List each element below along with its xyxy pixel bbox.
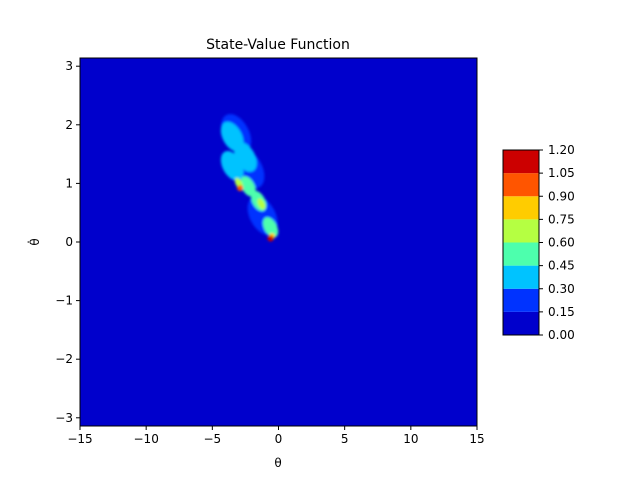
colorbar-segment xyxy=(503,219,539,243)
x-tick-label: −10 xyxy=(134,432,159,446)
x-axis: −15 −10 −5 0 5 10 15 xyxy=(67,426,485,446)
contour-region xyxy=(262,217,279,238)
x-tick-label: 0 xyxy=(275,432,283,446)
colorbar-tick-label: 0.15 xyxy=(548,305,575,319)
colorbar-tick-label: 1.20 xyxy=(548,143,575,157)
y-tick-label: 3 xyxy=(65,59,73,73)
colorbar: 0.00 0.15 0.30 0.45 0.60 0.75 0.90 1.05 1.20 xyxy=(502,143,575,342)
contour-region xyxy=(267,235,274,242)
x-tick-label: 5 xyxy=(341,432,349,446)
y-axis-label: θ̇ xyxy=(27,238,42,245)
x-axis-label: θ xyxy=(274,456,281,470)
colorbar-tick-label: 0.60 xyxy=(548,236,575,250)
x-tick-label: 10 xyxy=(403,432,418,446)
colorbar-segment xyxy=(503,150,539,174)
x-tick-label: 15 xyxy=(469,432,484,446)
contour-regions xyxy=(220,114,279,242)
plot-area xyxy=(79,57,478,427)
colorbar-segment xyxy=(503,265,539,289)
colorbar-tick-label: 0.30 xyxy=(548,282,575,296)
contour-region xyxy=(220,121,244,152)
colorbar-segment xyxy=(503,242,539,266)
x-tick-label: −15 xyxy=(67,432,92,446)
contour-region xyxy=(237,185,244,192)
colorbar-tick-label: 0.00 xyxy=(548,328,575,342)
colorbar-tick-label: 0.45 xyxy=(548,259,575,273)
colorbar-tick-label: 0.75 xyxy=(548,212,575,226)
colorbar-segment xyxy=(503,196,539,220)
contour-region xyxy=(257,198,266,210)
y-tick-label: −3 xyxy=(55,411,73,425)
y-tick-label: 2 xyxy=(65,118,73,132)
y-tick-label: −1 xyxy=(55,294,73,308)
y-tick-label: −2 xyxy=(55,352,73,366)
contour-region xyxy=(240,176,256,197)
colorbar-tick-label: 1.05 xyxy=(548,166,575,180)
contour-background xyxy=(80,58,477,426)
y-tick-label: 1 xyxy=(65,176,73,190)
colorbar-segment xyxy=(503,288,539,312)
chart-title: State-Value Function xyxy=(206,37,350,53)
colorbar-segment xyxy=(503,173,539,197)
y-axis: −3 −2 −1 0 1 2 3 xyxy=(55,59,80,425)
x-tick-label: −5 xyxy=(203,432,221,446)
colorbar-tick-label: 0.90 xyxy=(548,189,575,203)
colorbar-segment xyxy=(503,311,539,335)
y-tick-label: 0 xyxy=(65,235,73,249)
